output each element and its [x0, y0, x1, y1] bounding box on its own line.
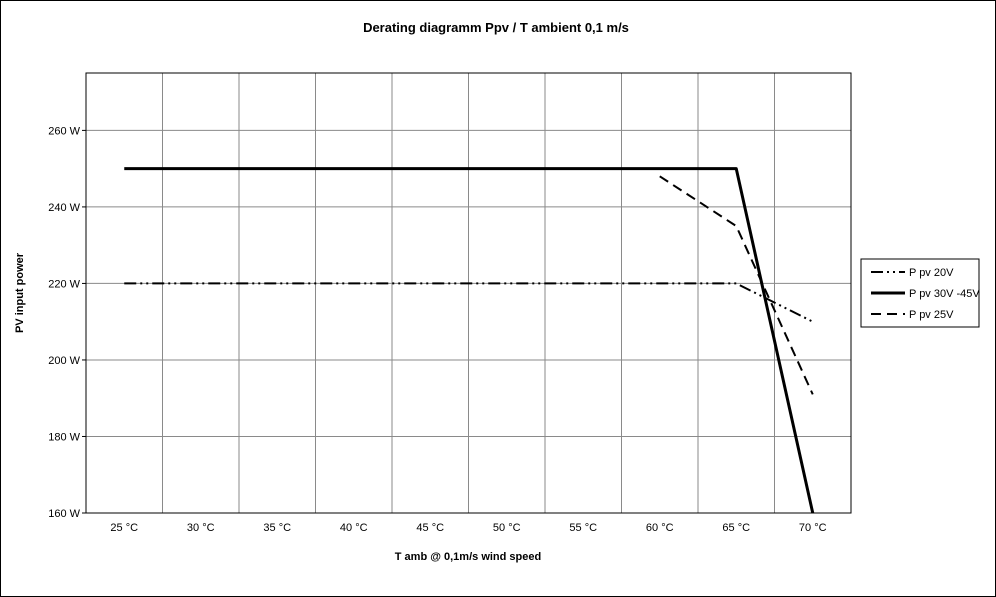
- y-tick-label: 220 W: [48, 278, 80, 290]
- y-axis-label: PV input power: [14, 252, 26, 333]
- x-tick-label: 30 °C: [187, 522, 215, 534]
- series-line-1: [124, 282, 814, 323]
- y-axis-ticks: 160 W 180 W 200 W 220 W 240 W 260 W: [48, 125, 86, 520]
- x-axis-ticks: 25 °C 30 °C 35 °C 40 °C 45 °C 50 °C 55 °C 60 °C…: [110, 522, 826, 534]
- x-tick-label: 35 °C: [263, 522, 291, 534]
- y-tick-label: 160 W: [48, 508, 80, 520]
- x-tick-label: 45 °C: [416, 522, 444, 534]
- series-line-2: [124, 167, 815, 514]
- x-axis-label: T amb @ 0,1m/s wind speed: [395, 551, 541, 563]
- y-tick-label: 260 W: [48, 125, 80, 137]
- y-tick-label: 200 W: [48, 355, 80, 367]
- y-tick-label: 240 W: [48, 202, 80, 214]
- x-tick-label: 60 °C: [646, 522, 674, 534]
- x-tick-label: 50 °C: [493, 522, 521, 534]
- x-tick-label: 25 °C: [110, 522, 138, 534]
- series-layer: [124, 167, 815, 514]
- legend-label: P pv 25V: [909, 309, 954, 321]
- y-tick-label: 180 W: [48, 431, 80, 443]
- x-tick-label: 70 °C: [799, 522, 827, 534]
- legend-label: P pv 20V: [909, 267, 954, 279]
- chart-title: Derating diagramm Ppv / T ambient 0,1 m/…: [363, 20, 629, 35]
- legend-label: P pv 30V -45V: [909, 288, 980, 300]
- x-tick-label: 40 °C: [340, 522, 368, 534]
- plot-area: [85, 72, 852, 514]
- legend: P pv 20V P pv 30V -45V P pv 25V: [860, 258, 980, 328]
- series-line-3: [659, 175, 814, 395]
- grid-lines: [86, 73, 851, 513]
- x-tick-label: 65 °C: [722, 522, 750, 534]
- x-tick-label: 55 °C: [569, 522, 597, 534]
